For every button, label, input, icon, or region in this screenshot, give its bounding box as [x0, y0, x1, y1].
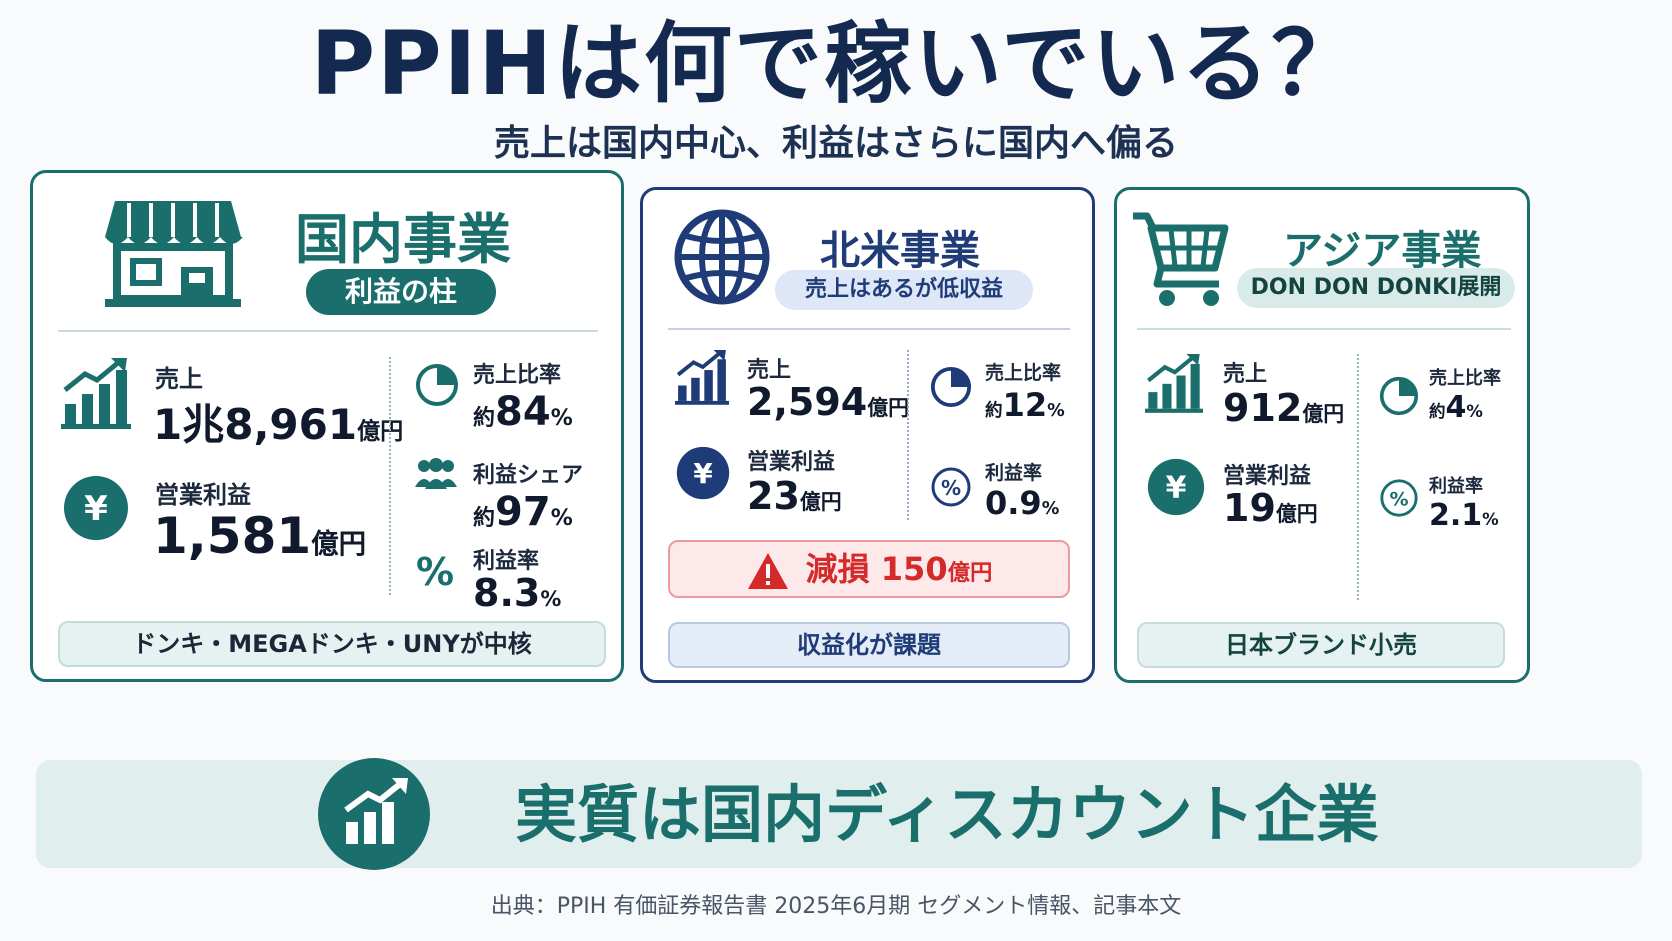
domestic-card: 国内事業 利益の柱 売上 1兆8,961億円 ¥ 営業利益 1,581億円 売上…	[30, 170, 624, 682]
north-america-op-label: 営業利益	[747, 450, 836, 475]
north-america-sales-label: 売上	[747, 358, 792, 383]
domestic-profit-share-label: 利益シェア	[473, 463, 584, 488]
warning-icon	[746, 551, 790, 591]
asia-divider	[1137, 328, 1511, 330]
alert-label: 減損	[805, 550, 870, 588]
north-america-sales-value: 2,594億円	[747, 380, 909, 424]
north-america-share-label: 売上比率	[985, 362, 1062, 384]
domestic-op-label: 営業利益	[155, 481, 251, 509]
chart-up-icon	[61, 358, 131, 429]
yen-icon: ¥	[64, 476, 128, 540]
north-america-margin-value: 0.9%	[985, 484, 1060, 522]
asia-vertical-divider	[1357, 354, 1359, 600]
domestic-margin-label: 利益率	[473, 549, 540, 574]
north-america-card: 北米事業 売上はあるが低収益 売上 2,594億円 ¥ 営業利益 23億円 売上…	[640, 187, 1095, 683]
conclusion-banner	[36, 760, 1642, 868]
pie-icon	[1379, 376, 1419, 416]
svg-text:¥: ¥	[84, 489, 108, 529]
domestic-note: ドンキ・MEGAドンキ・UNYが中核	[58, 621, 606, 667]
domestic-sales-value: 1兆8,961億円	[153, 400, 404, 449]
domestic-title: 国内事業	[295, 208, 511, 271]
people-icon	[415, 458, 457, 489]
globe-icon	[674, 209, 770, 305]
chart-up-icon	[318, 758, 430, 870]
yen-icon: ¥	[676, 446, 730, 500]
north-america-op-value: 23億円	[747, 474, 842, 518]
pie-icon	[930, 366, 972, 408]
svg-text:¥: ¥	[693, 457, 713, 490]
asia-op-value: 19億円	[1223, 486, 1318, 530]
source-note: 出典：PPIH 有価証券報告書 2025年6月期 セグメント情報、記事本文	[490, 894, 1182, 919]
chart-up-icon	[1145, 354, 1203, 413]
north-america-alert: 減損 150億円	[668, 540, 1070, 598]
asia-sales-value: 912億円	[1223, 386, 1345, 430]
asia-margin-label: 利益率	[1429, 476, 1483, 497]
domestic-vertical-divider	[389, 357, 391, 595]
chart-up-icon	[675, 350, 729, 405]
north-america-margin-label: 利益率	[985, 462, 1043, 484]
asia-note: 日本ブランド小売	[1137, 622, 1505, 668]
pie-icon	[416, 364, 458, 406]
cart-icon	[1133, 212, 1229, 306]
north-america-vertical-divider	[907, 350, 909, 520]
asia-title: アジア事業	[1283, 228, 1482, 274]
asia-op-label: 営業利益	[1223, 464, 1312, 489]
domestic-share-value: 約84%	[473, 389, 573, 435]
domestic-badge: 利益の柱	[306, 269, 496, 315]
north-america-share-value: 約12%	[985, 386, 1065, 424]
svg-text:%: %	[417, 551, 453, 591]
page-subtitle: 売上は国内中心、利益はさらに国内へ偏る	[493, 123, 1178, 164]
asia-margin-value: 2.1%	[1429, 498, 1499, 533]
yen-icon: ¥	[1147, 458, 1205, 516]
domestic-profit-share-value: 約97%	[473, 489, 573, 535]
north-america-divider	[668, 328, 1070, 330]
asia-badge: DON DON DONKI展開	[1237, 268, 1515, 308]
alert-value: 150	[880, 550, 948, 588]
north-america-note: 収益化が課題	[668, 622, 1070, 668]
north-america-title: 北米事業	[820, 228, 980, 274]
domestic-sales-label: 売上	[155, 365, 203, 393]
percent-icon: %	[417, 551, 453, 591]
domestic-divider	[58, 330, 598, 332]
domestic-share-label: 売上比率	[473, 363, 562, 388]
north-america-badge: 売上はあるが低収益	[775, 270, 1033, 310]
svg-text:%: %	[941, 476, 961, 500]
domestic-op-value: 1,581億円	[153, 507, 367, 565]
store-icon	[105, 201, 243, 307]
page-title: PPIHは何で稼いでいる？	[310, 12, 1362, 115]
asia-sales-label: 売上	[1223, 362, 1268, 387]
svg-text:¥: ¥	[1166, 471, 1187, 506]
asia-share-value: 約4%	[1429, 390, 1483, 425]
percent-icon: %	[1380, 479, 1418, 517]
percent-icon: %	[931, 467, 971, 507]
asia-share-label: 売上比率	[1429, 368, 1501, 389]
asia-card: アジア事業 DON DON DONKI展開 売上 912億円 ¥ 営業利益 19…	[1114, 187, 1530, 683]
alert-unit: 億円	[947, 560, 993, 586]
domestic-margin-value: 8.3%	[473, 571, 562, 615]
conclusion-text: 実質は国内ディスカウント企業	[515, 778, 1379, 851]
svg-text:%: %	[1389, 489, 1408, 511]
